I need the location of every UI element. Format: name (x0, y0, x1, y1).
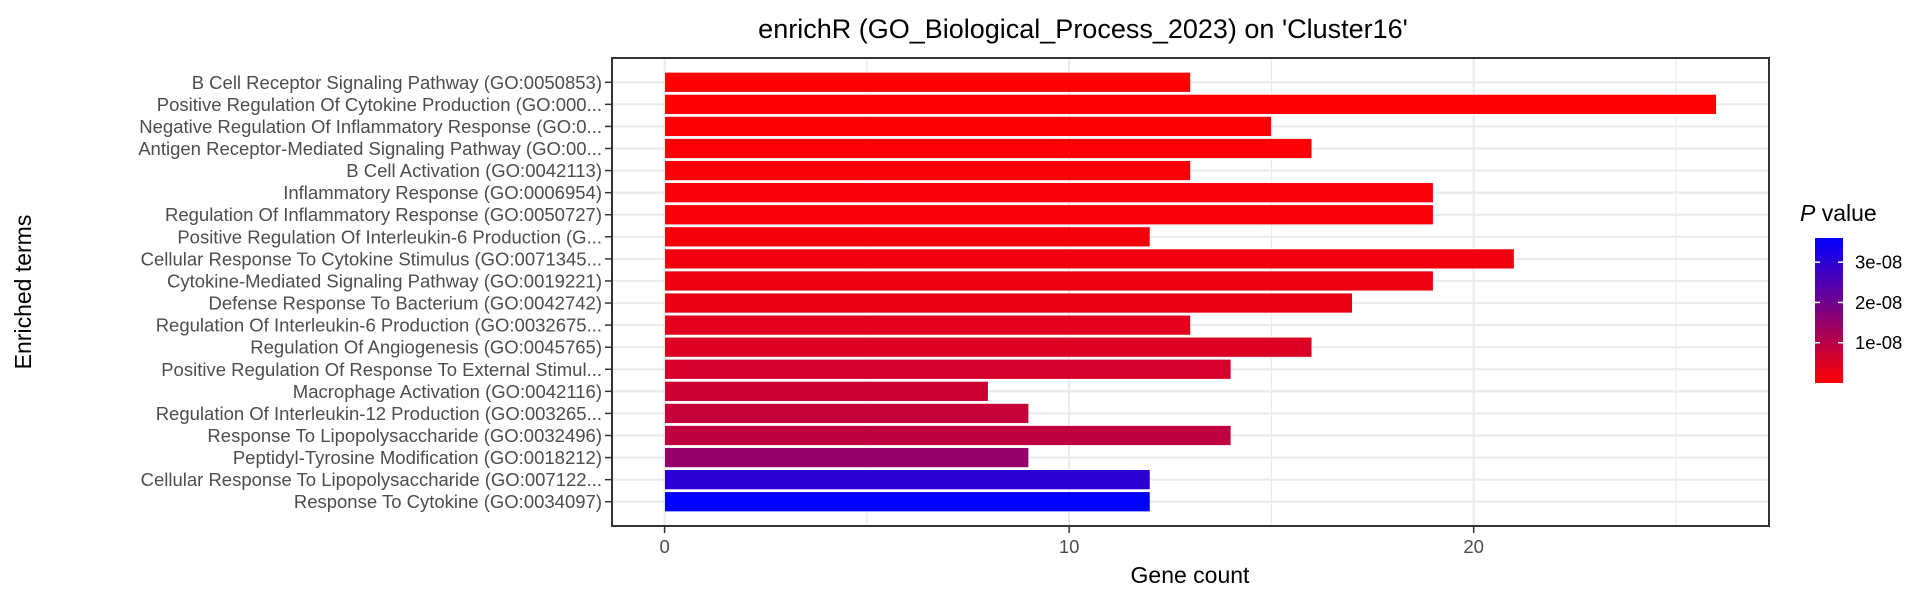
bar (664, 226, 1151, 248)
y-tick-label: Cytokine-Mediated Signaling Pathway (GO:… (167, 270, 602, 291)
bar (664, 403, 1029, 424)
legend: P value 1e-08 2e-08 3e-08 (1800, 200, 1902, 383)
bars (664, 72, 1717, 512)
bar (664, 425, 1232, 446)
y-tick-label: Macrophage Activation (GO:0042116) (293, 381, 602, 402)
y-tick-label: Regulation Of Angiogenesis (GO:0045765) (250, 337, 602, 358)
bar (664, 116, 1272, 137)
y-tick-label: Regulation Of Interleukin-12 Production … (156, 403, 602, 424)
chart-title: enrichR (GO_Biological_Process_2023) on … (758, 14, 1408, 44)
bar (664, 359, 1232, 380)
bar (664, 491, 1151, 512)
x-tick-label: 20 (1463, 536, 1484, 557)
y-tick-label: Peptidyl-Tyrosine Modification (GO:00182… (233, 447, 602, 468)
bar (664, 248, 1515, 270)
bar (664, 381, 989, 402)
y-tick-label: Negative Regulation Of Inflammatory Resp… (139, 116, 602, 137)
y-tick-label: Positive Regulation Of Interleukin-6 Pro… (177, 226, 602, 247)
bar (664, 270, 1434, 292)
bar (664, 94, 1717, 115)
bar (664, 138, 1313, 159)
y-axis-label: Enriched terms (10, 215, 36, 370)
y-tick-label: B Cell Receptor Signaling Pathway (GO:00… (192, 72, 602, 93)
y-tick-label: Inflammatory Response (GO:0006954) (283, 182, 602, 203)
y-tick-labels: B Cell Receptor Signaling Pathway (GO:00… (138, 72, 612, 512)
legend-title: P value (1800, 200, 1877, 226)
legend-colorbar (1815, 238, 1843, 383)
x-axis-label: Gene count (1131, 562, 1251, 588)
bar (664, 204, 1434, 225)
legend-tick-label: 1e-08 (1855, 332, 1902, 353)
x-tick-label: 10 (1059, 536, 1080, 557)
bar (664, 72, 1191, 93)
legend-ticks: 1e-08 2e-08 3e-08 (1815, 252, 1902, 353)
bar (664, 160, 1191, 181)
x-tick-label: 0 (659, 536, 669, 557)
y-tick-label: Response To Lipopolysaccharide (GO:00324… (207, 425, 602, 446)
y-tick-label: Cellular Response To Cytokine Stimulus (… (141, 248, 602, 269)
y-tick-label: Defense Response To Bacterium (GO:004274… (208, 293, 602, 314)
bar (664, 292, 1353, 314)
bar (664, 447, 1029, 468)
y-tick-label: Positive Regulation Of Cytokine Producti… (157, 94, 602, 115)
y-tick-label: Positive Regulation Of Response To Exter… (161, 359, 602, 380)
bar (664, 469, 1151, 490)
x-ticks: 0 10 20 (659, 526, 1484, 557)
legend-tick-label: 2e-08 (1855, 292, 1902, 313)
y-tick-label: Response To Cytokine (GO:0034097) (294, 491, 602, 512)
legend-tick-label: 3e-08 (1855, 252, 1902, 273)
y-tick-label: Regulation Of Inflammatory Response (GO:… (165, 204, 602, 225)
y-tick-label: Regulation Of Interleukin-6 Production (… (156, 315, 602, 336)
y-tick-label: Antigen Receptor-Mediated Signaling Path… (138, 138, 602, 159)
legend-title-italic: P (1800, 200, 1816, 226)
y-tick-label: B Cell Activation (GO:0042113) (346, 160, 602, 181)
bar (664, 182, 1434, 203)
bar (664, 314, 1191, 336)
y-tick-label: Cellular Response To Lipopolysaccharide … (141, 469, 602, 490)
plot-border (611, 57, 1770, 527)
legend-title-rest: value (1815, 200, 1876, 226)
bar (664, 336, 1313, 358)
